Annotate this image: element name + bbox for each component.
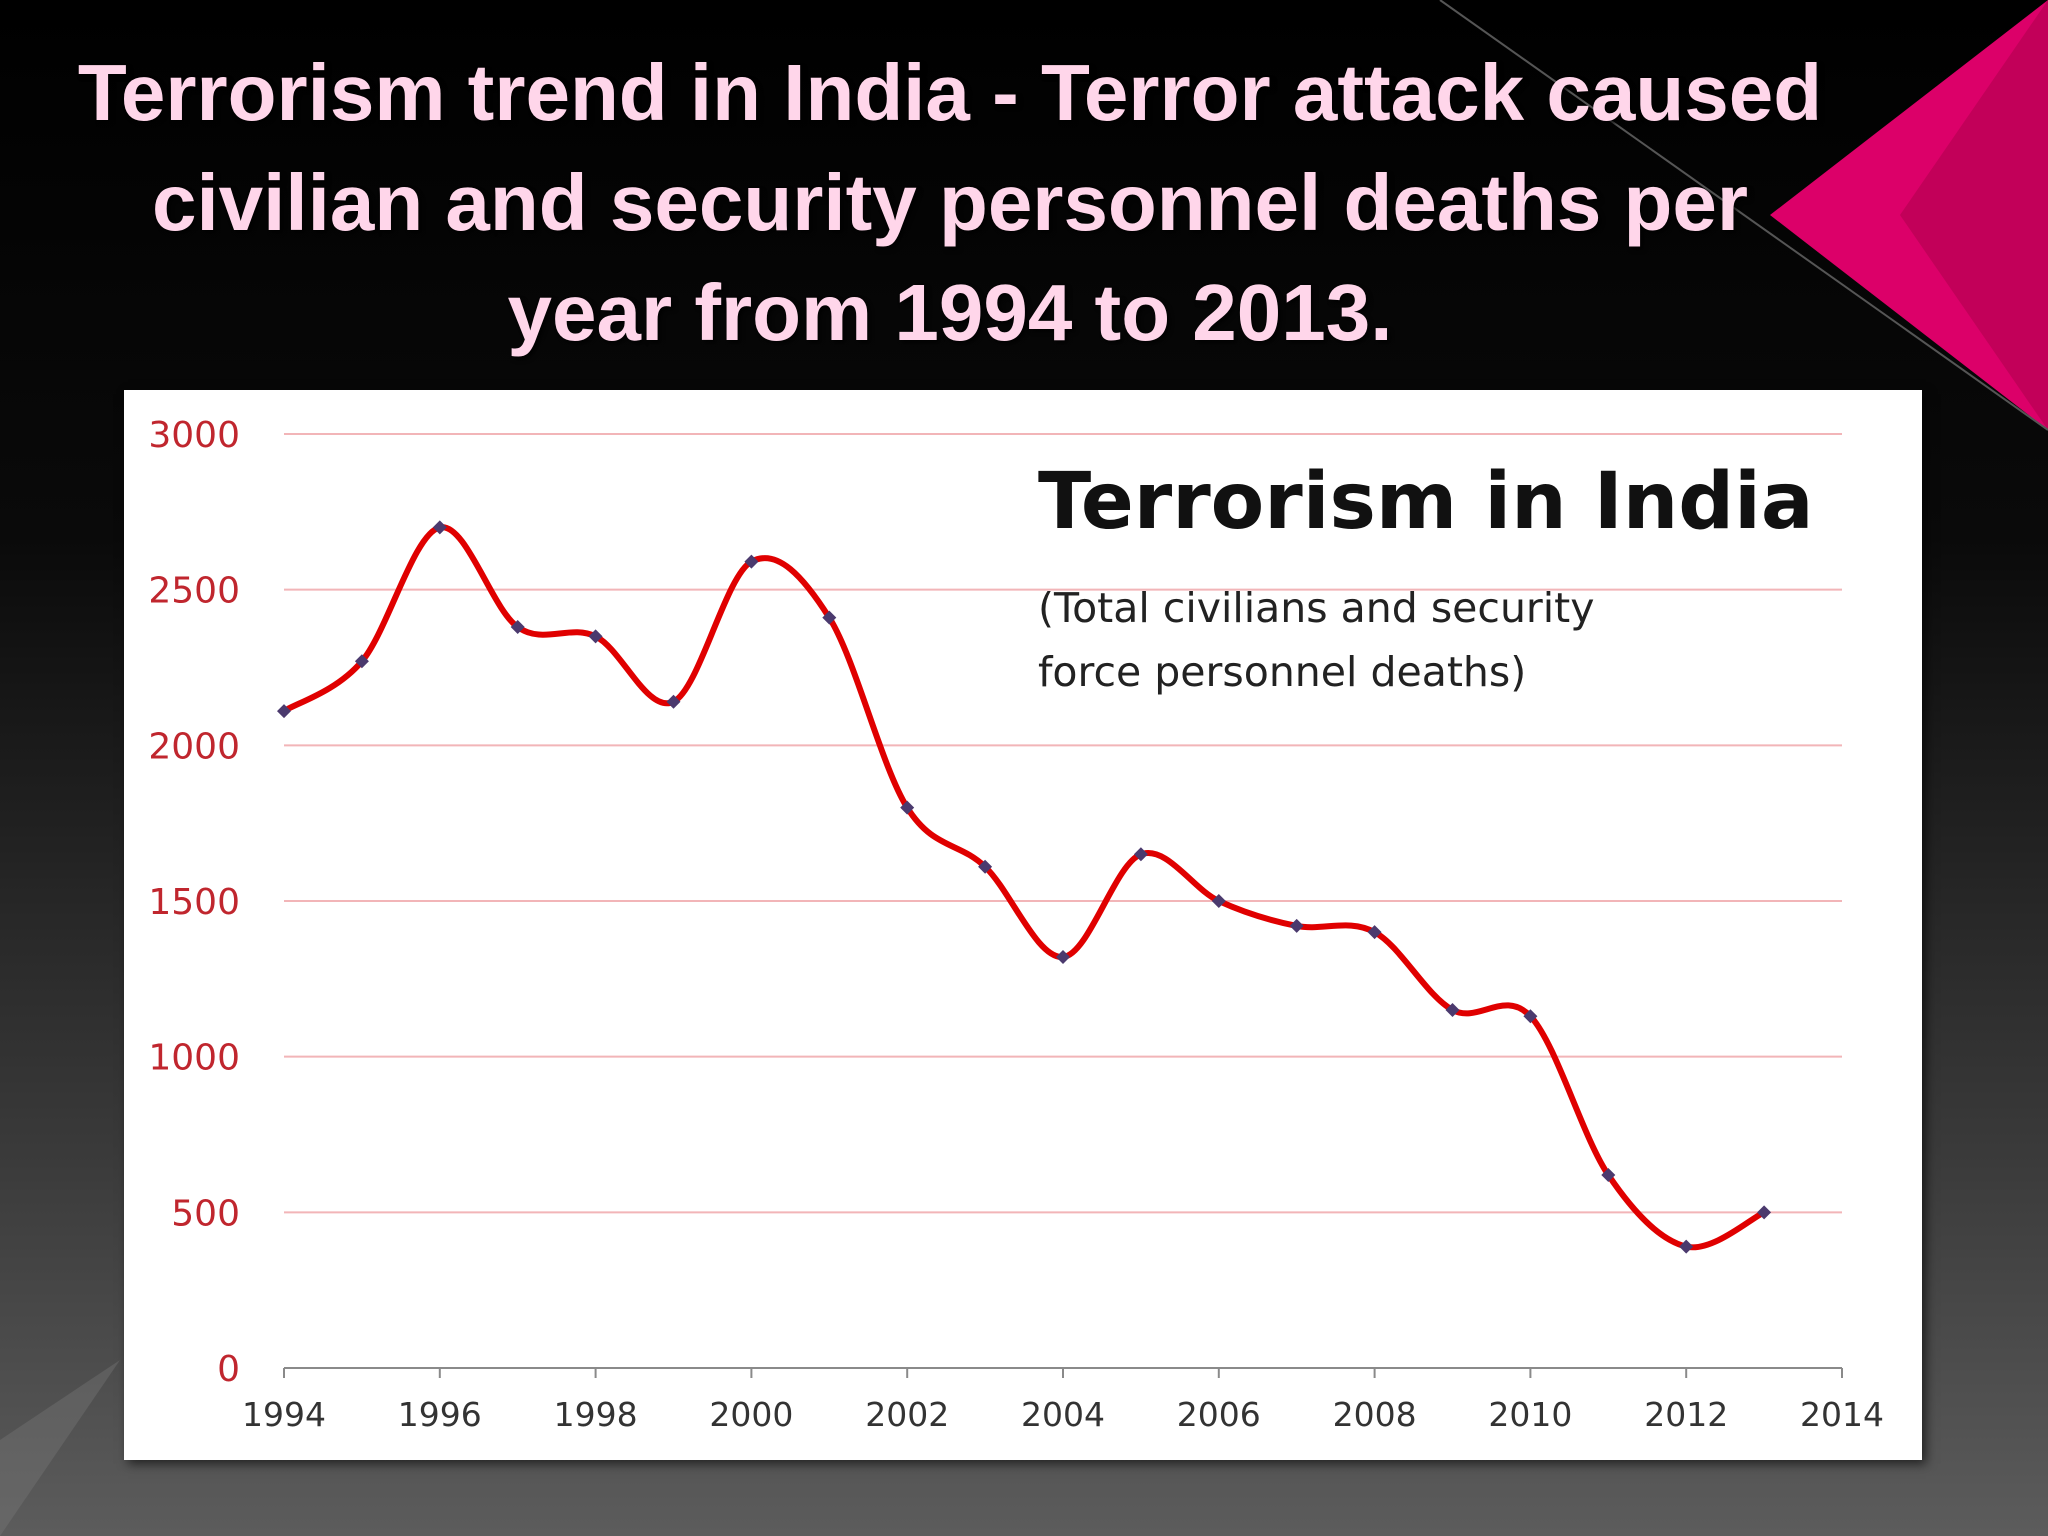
chart-subtitle-line-2: force personnel deaths): [1038, 648, 1526, 696]
data-point-2013: [1757, 1205, 1772, 1220]
series-path: [282, 524, 1766, 1251]
x-tick-label-2008: 2008: [1333, 1395, 1417, 1434]
data-point-2001: [822, 610, 837, 625]
data-point-1997: [510, 620, 525, 635]
accent-triangle-shade: [1900, 0, 2048, 430]
y-tick-label-1500: 1500: [148, 882, 240, 923]
data-point-1998: [588, 629, 603, 644]
data-markers: [277, 520, 1772, 1254]
x-tick-label-2012: 2012: [1644, 1395, 1728, 1434]
chart-title: Terrorism in India: [1038, 457, 1814, 547]
data-point-2007: [1289, 918, 1304, 933]
y-tick-label-500: 500: [171, 1193, 240, 1234]
data-point-2004: [1056, 950, 1070, 965]
x-tick-label-1998: 1998: [554, 1395, 638, 1434]
series-line: [282, 524, 1766, 1251]
data-point-1996: [432, 520, 447, 535]
chart-subtitle-line-1: (Total civilians and security: [1038, 584, 1595, 632]
data-point-1999: [666, 694, 681, 709]
x-tick-label-2000: 2000: [709, 1395, 793, 1434]
data-point-2011: [1601, 1167, 1616, 1182]
data-point-2009: [1445, 1002, 1460, 1017]
corner-shade: [0, 1360, 120, 1536]
x-tick-label-1996: 1996: [398, 1395, 482, 1434]
x-tick-label-2010: 2010: [1488, 1395, 1572, 1434]
data-point-1994: [277, 704, 291, 719]
data-point-2005: [1133, 847, 1148, 862]
y-tick-labels: 0 500 1000 1500 2000 2500 3000: [148, 415, 240, 1390]
y-tick-label-2500: 2500: [148, 571, 240, 612]
y-tick-label-2000: 2000: [148, 726, 240, 767]
x-tick-label-2002: 2002: [865, 1395, 949, 1434]
x-tick-label-2006: 2006: [1177, 1395, 1261, 1434]
y-tick-label-1000: 1000: [148, 1038, 240, 1079]
x-tick-label-2014: 2014: [1800, 1395, 1884, 1434]
x-tick-label-1994: 1994: [242, 1395, 326, 1434]
x-tick-label-2004: 2004: [1021, 1395, 1105, 1434]
chart-panel: 0 500 1000 1500 2000 2500 3000 1994 1996 1998 200…: [124, 390, 1922, 1460]
data-point-2006: [1211, 894, 1226, 908]
y-tick-label-3000: 3000: [148, 415, 240, 456]
data-point-2000: [744, 554, 759, 569]
decor-line: [1439, 0, 2048, 431]
data-point-2002: [900, 800, 915, 815]
x-tick-labels: 1994 1996 1998 2000 2002 2004 2006 2008 2010 2012…: [242, 1395, 1884, 1434]
x-axis: [283, 1367, 1843, 1378]
data-point-2008: [1367, 925, 1382, 940]
data-point-1995: [354, 654, 369, 669]
slide-title: Terrorism trend in India - Terror attack…: [77, 48, 1823, 357]
y-tick-label-0: 0: [217, 1349, 240, 1390]
data-point-2012: [1679, 1239, 1694, 1254]
gridlines: [284, 433, 1842, 1214]
data-point-2003: [978, 859, 993, 874]
data-point-2010: [1523, 1009, 1538, 1024]
line-chart: 0 500 1000 1500 2000 2500 3000 1994 1996 1998 200…: [148, 415, 1884, 1434]
